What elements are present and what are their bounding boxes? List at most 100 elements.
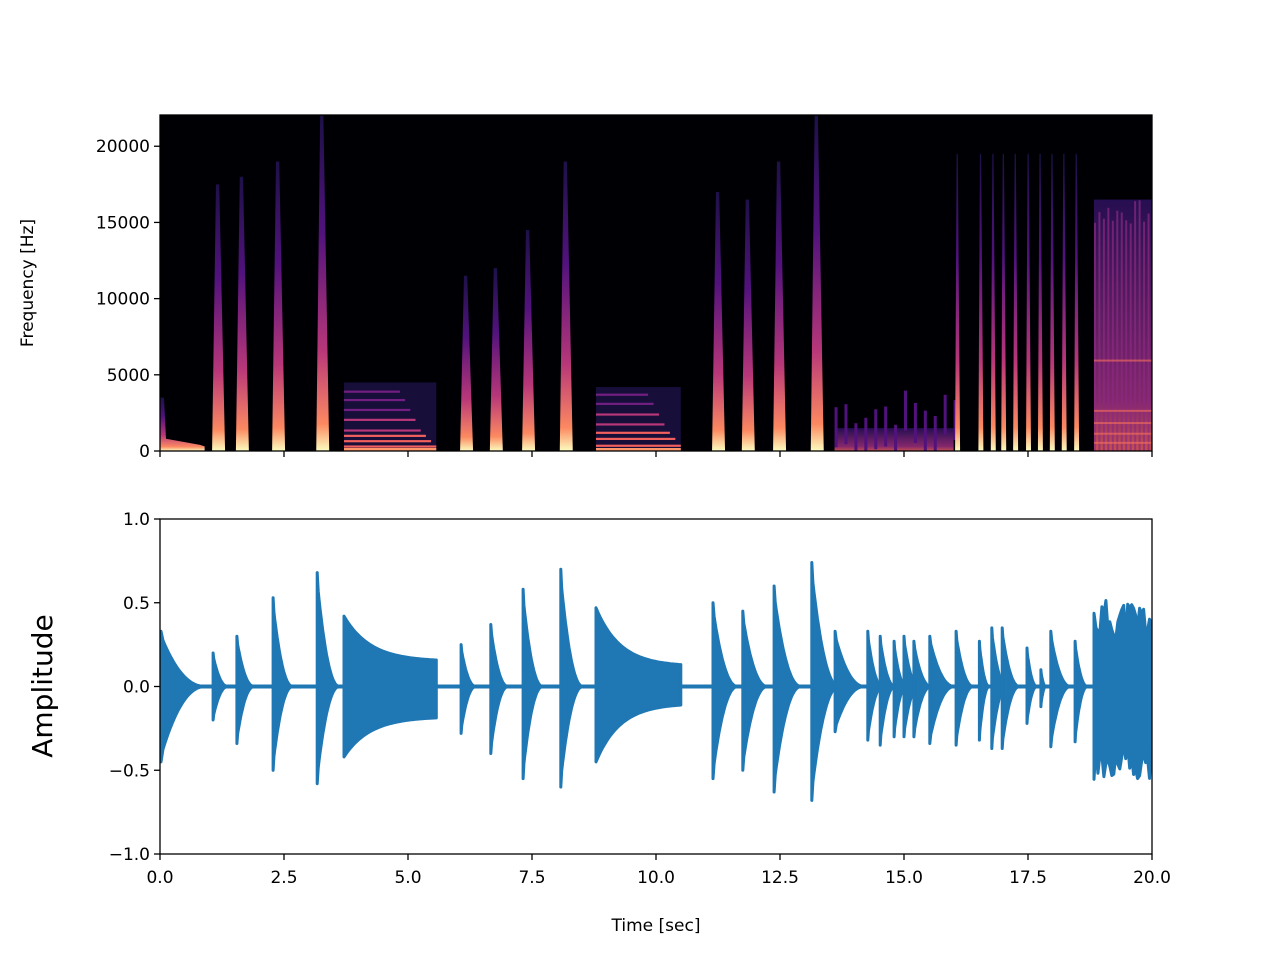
spectrogram-noise-column <box>1129 223 1132 451</box>
spectrogram-noise-column <box>1138 200 1141 451</box>
spectrogram-onset <box>1061 153 1067 451</box>
waveform-hit <box>459 643 478 735</box>
spectrogram-noise-spike <box>884 406 888 447</box>
spectrogram-onset <box>489 268 503 451</box>
spectrogram-noise-spike <box>943 394 947 435</box>
waveform-sustained-note <box>594 606 683 764</box>
spectrogram-onset <box>1074 153 1080 451</box>
spectrogram-noise-spike <box>933 416 937 451</box>
waveform-xtick-label: 20.0 <box>1133 868 1171 888</box>
waveform-hit <box>1025 646 1039 725</box>
spectrogram-noise-column <box>1102 218 1105 451</box>
spectrogram-harmonic-line <box>595 393 649 396</box>
waveform-xtick-label: 2.5 <box>270 868 297 888</box>
spectrogram-noise-column <box>1093 222 1096 451</box>
spectrogram-onset <box>316 115 330 451</box>
waveform-ytick-label: 1.0 <box>123 510 150 530</box>
waveform-ylabel: Amplitude <box>26 614 59 758</box>
waveform-hit <box>1049 629 1073 749</box>
spectrogram-harmonic-line <box>344 418 416 421</box>
waveform-hit <box>741 609 770 772</box>
spectrogram-onset <box>1013 153 1019 451</box>
spectrogram-fundamental-line <box>344 448 437 451</box>
waveform-ticks: 0.0 2.5 5.0 7.5 10.0 12.5 15.0 17.5 20.0 −1.0 −0.5… <box>109 510 1171 888</box>
spectrogram-marks <box>160 115 1152 451</box>
spectrogram-noise-spike <box>864 417 868 451</box>
spectrogram-onset <box>773 161 787 451</box>
spectrogram-ylabel: Frequency [Hz] <box>18 219 38 347</box>
waveform-hit <box>315 571 342 786</box>
waveform-ytick-label: 0.5 <box>123 594 150 614</box>
waveform-xtick-label: 0.0 <box>146 868 173 888</box>
waveform-ytick-label: −0.5 <box>109 761 150 781</box>
spectrogram-onset <box>1026 153 1032 451</box>
spectrogram-ytick-label: 0 <box>139 442 150 462</box>
spectrogram-harmonic-line <box>595 444 681 447</box>
spectrogram-onset <box>460 275 474 451</box>
spectrogram-onset <box>978 153 984 451</box>
spectrogram-harmonic-line <box>344 440 432 443</box>
spectrogram-noise-spike <box>904 390 907 431</box>
spectrogram-noise-column <box>1116 210 1119 451</box>
spectrogram-band <box>1093 409 1152 412</box>
waveform-hit <box>211 651 230 722</box>
spectrogram-onset <box>522 230 536 451</box>
waveform-hit <box>772 584 803 794</box>
spectrogram-onset <box>212 184 226 451</box>
spectrogram-onset <box>272 161 286 451</box>
waveform-marks <box>160 561 1152 802</box>
waveform-xtick-label: 7.5 <box>518 868 545 888</box>
spectrogram-harmonic-line <box>344 434 426 437</box>
spectrogram-onset <box>990 153 996 451</box>
spectrogram-noise-column <box>1107 207 1110 451</box>
spectrogram-ytick-label: 15000 <box>96 213 150 233</box>
spectrogram-noise-spike <box>894 424 898 451</box>
spectrogram-onset <box>1001 153 1007 451</box>
spectrogram-harmonic-background <box>595 387 681 451</box>
spectrogram-onset <box>1037 153 1043 451</box>
waveform-hit <box>235 634 256 745</box>
spectrogram-harmonic-line <box>595 423 665 426</box>
spectrogram-onset <box>235 176 249 451</box>
waveform-dense-section <box>1092 599 1152 781</box>
spectrogram-noise-column <box>1098 212 1101 451</box>
spectrogram-harmonic-line <box>344 398 406 402</box>
waveform-hit <box>1000 626 1022 750</box>
spectrogram-axes: 0 5000 10000 15000 20000 Frequency [Hz] <box>18 114 1153 462</box>
spectrogram-noise-spike <box>913 402 917 443</box>
waveform-xtick-label: 12.5 <box>761 868 799 888</box>
waveform-ytick-label: −1.0 <box>109 845 150 865</box>
spectrogram-harmonic-line <box>595 431 670 434</box>
spectrogram-ytick-label: 20000 <box>96 137 150 157</box>
waveform-hit <box>1073 639 1089 744</box>
waveform-hit <box>559 567 585 789</box>
waveform-hit <box>489 623 510 755</box>
spectrogram-noise-spike <box>953 400 957 441</box>
spectrogram-harmonic-line <box>595 402 654 405</box>
waveform-xtick-label: 5.0 <box>394 868 421 888</box>
spectrogram-band <box>1093 432 1152 435</box>
waveform-xtick-label: 10.0 <box>637 868 675 888</box>
spectrogram-onset <box>559 161 573 451</box>
spectrogram-harmonic-line <box>595 437 676 441</box>
waveform-hit <box>1039 668 1048 709</box>
spectrogram-harmonic-line <box>344 390 400 393</box>
spectrogram-noise-spike <box>874 409 878 450</box>
spectrogram-noise-spike <box>854 423 858 451</box>
spectrogram-harmonic-line <box>595 413 659 416</box>
spectrogram-onset <box>160 397 205 451</box>
waveform-xlabel: Time [sec] <box>611 916 701 936</box>
spectrogram-onset <box>810 115 824 451</box>
waveform-ytick-label: 0.0 <box>123 678 150 698</box>
waveform-axes: 0.0 2.5 5.0 7.5 10.0 12.5 15.0 17.5 20.0 −1.0 −0.5… <box>26 510 1171 936</box>
waveform-xtick-label: 15.0 <box>885 868 923 888</box>
spectrogram-noise-column <box>1143 221 1146 451</box>
spectrogram-noise-column <box>1147 213 1150 451</box>
spectrogram-ytick-label: 5000 <box>107 366 150 386</box>
spectrogram-onset <box>955 153 961 451</box>
spectrogram-noise-spike <box>923 410 927 451</box>
spectrogram-noise-column <box>1134 201 1137 451</box>
spectrogram-noise-column <box>1120 212 1123 451</box>
spectrogram-noise-column <box>1125 220 1128 451</box>
